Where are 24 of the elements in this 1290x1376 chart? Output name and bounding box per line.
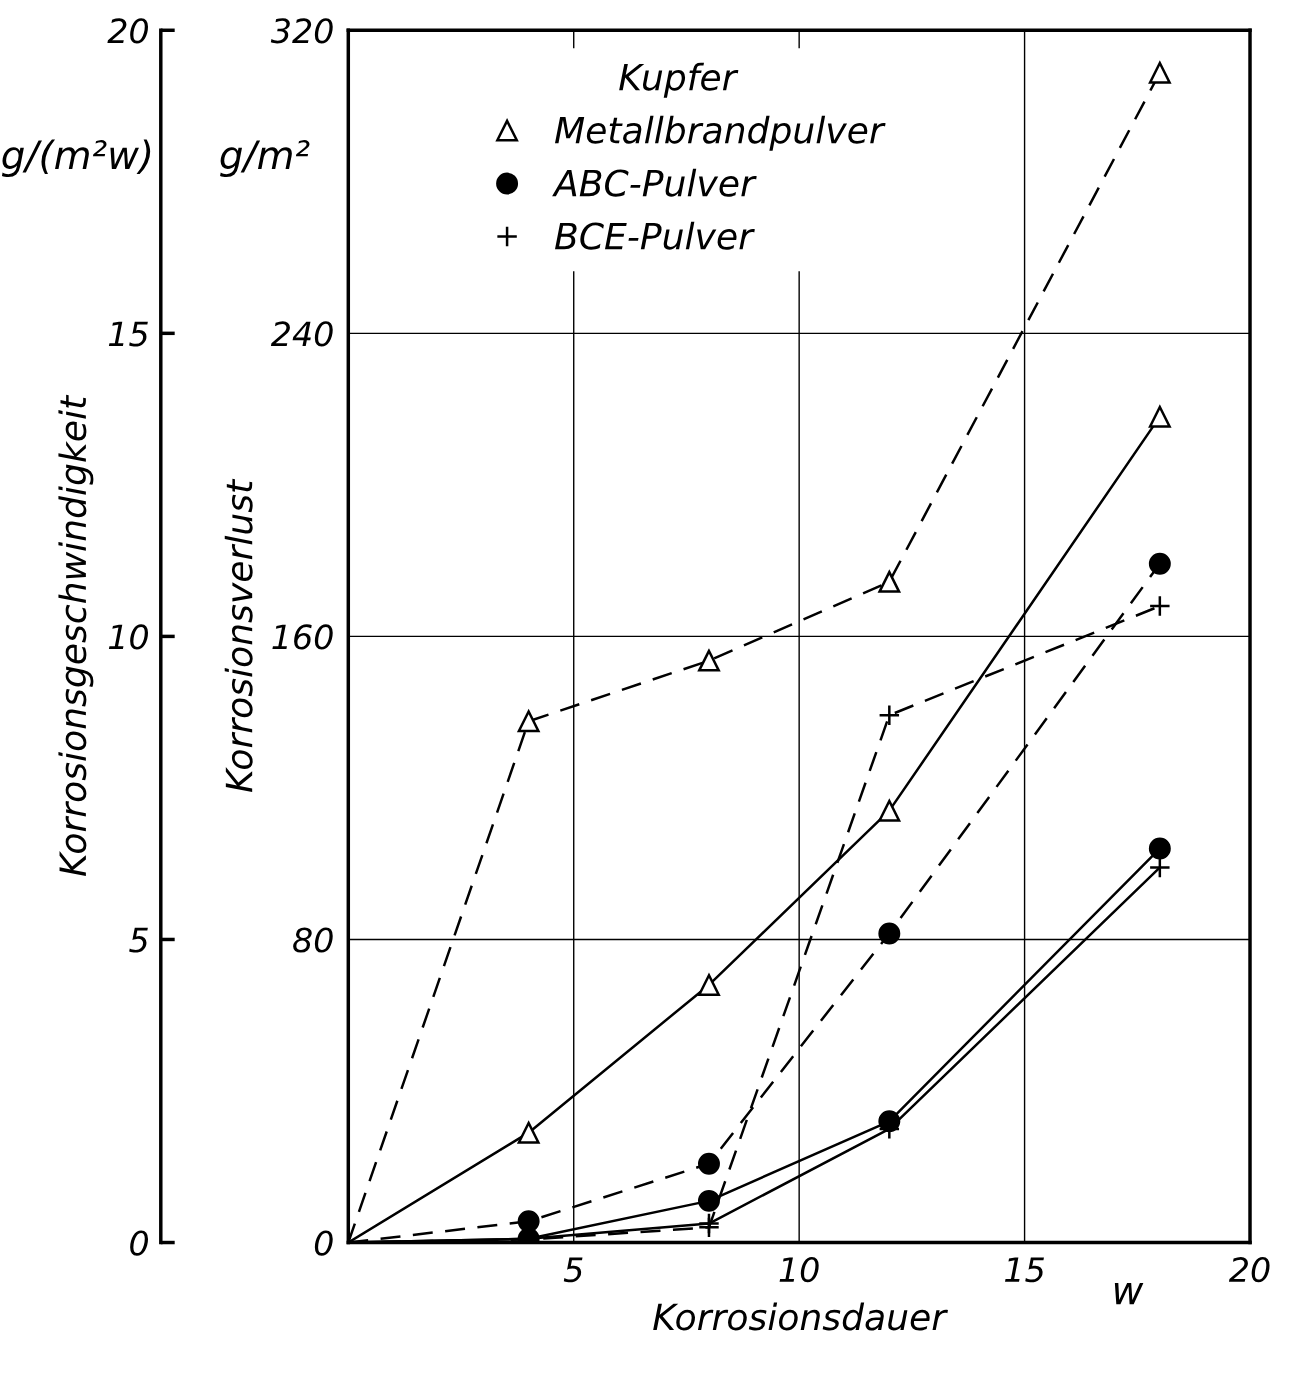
y-tick-label: 240 xyxy=(270,321,333,347)
y2-tick-label: 5 xyxy=(129,927,148,953)
y2-tick-label: 15 xyxy=(108,321,148,347)
y-tick-label: 160 xyxy=(272,624,333,650)
y-axis-title: Korrosionsverlust xyxy=(224,478,253,793)
y2-tick-label: 20 xyxy=(107,18,149,44)
text: g/(m²w) xyxy=(1,139,151,178)
y2-tick-label: 0 xyxy=(130,1230,149,1256)
text: g/m² xyxy=(220,140,310,178)
x-tick-label: 10 xyxy=(779,1257,819,1283)
x-tick-label: 5 xyxy=(563,1257,583,1283)
y2-axis-title: Korrosionsgeschwindigkeit xyxy=(58,394,94,877)
legend-label: ABC-Pulver xyxy=(552,168,757,197)
legend-label: Metallbrandpulver xyxy=(555,115,886,151)
x-tick-label: 15 xyxy=(1005,1257,1044,1283)
y-tick-label: 80 xyxy=(293,927,333,953)
legend-label: BCE-Pulver xyxy=(555,221,755,250)
text: w xyxy=(1114,1282,1144,1305)
y2-tick-label: 10 xyxy=(108,624,149,650)
x-tick-label: 20 xyxy=(1228,1257,1270,1283)
y-tick-label: 320 xyxy=(270,18,333,44)
x-axis-title: Korrosionsdauer xyxy=(653,1302,948,1331)
y-tick-label: 0 xyxy=(314,1230,333,1256)
legend-title: Kupfer xyxy=(619,62,739,98)
